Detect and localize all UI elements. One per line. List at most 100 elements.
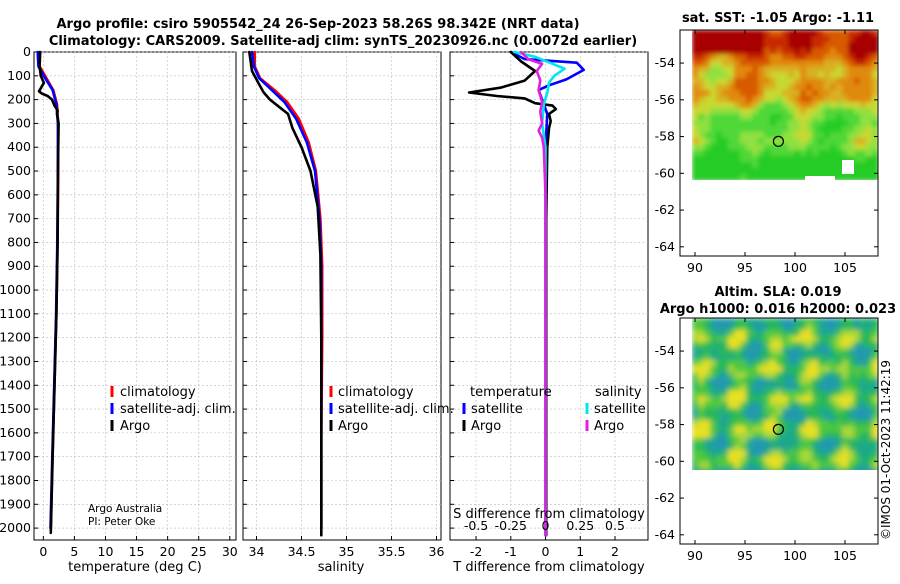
sla-cell bbox=[860, 396, 867, 403]
sla-cell bbox=[800, 438, 807, 445]
sst-cell bbox=[746, 36, 753, 43]
sla-cell bbox=[740, 342, 747, 349]
sst-cell bbox=[746, 162, 753, 169]
sst-cell bbox=[860, 66, 867, 73]
sst-cell bbox=[710, 174, 717, 180]
sst-cell bbox=[794, 102, 801, 109]
sla-cell bbox=[692, 450, 699, 457]
sla-cell bbox=[848, 354, 855, 361]
sla-cell bbox=[824, 366, 831, 373]
sst-cell bbox=[824, 132, 831, 139]
sla-cell bbox=[842, 444, 849, 451]
sst-cell bbox=[860, 138, 867, 145]
sst-cell bbox=[788, 48, 795, 55]
sst-cell bbox=[842, 84, 849, 91]
sst-cell bbox=[872, 120, 878, 127]
sla-cell bbox=[704, 408, 711, 415]
sst-cell bbox=[764, 114, 771, 121]
sla-cell bbox=[806, 438, 813, 445]
sla-cell bbox=[746, 444, 753, 451]
sst-cell bbox=[704, 54, 711, 61]
sla-cell bbox=[818, 444, 825, 451]
sla-cell bbox=[818, 420, 825, 427]
y-tick-label: 1100 bbox=[0, 306, 31, 321]
sla-cell bbox=[692, 462, 699, 469]
sla-cell bbox=[776, 330, 783, 337]
sla-cell bbox=[848, 366, 855, 373]
sla-cell bbox=[710, 318, 717, 325]
sla-cell bbox=[842, 324, 849, 331]
sst-cell bbox=[866, 174, 873, 180]
sla-cell bbox=[806, 444, 813, 451]
sst-cell bbox=[734, 162, 741, 169]
sla-cell bbox=[824, 324, 831, 331]
sla-cell bbox=[818, 390, 825, 397]
sla-cell bbox=[872, 414, 878, 421]
sst-cell bbox=[746, 84, 753, 91]
sla-cell bbox=[794, 336, 801, 343]
sst-cell bbox=[764, 150, 771, 157]
sla-cell bbox=[710, 372, 717, 379]
sst-cell bbox=[812, 120, 819, 127]
sla-cell bbox=[770, 432, 777, 439]
sla-cell bbox=[746, 468, 753, 470]
sla-cell bbox=[806, 414, 813, 421]
sst-cell bbox=[800, 84, 807, 91]
sla-cell bbox=[698, 372, 705, 379]
sla-cell bbox=[842, 468, 849, 470]
sla-cell bbox=[710, 360, 717, 367]
sla-cell bbox=[812, 456, 819, 463]
sst-cell bbox=[692, 120, 699, 127]
sla-cell bbox=[758, 450, 765, 457]
sla-cell bbox=[788, 408, 795, 415]
sla-cell bbox=[842, 426, 849, 433]
sst-cell bbox=[698, 30, 705, 37]
x-tick-label: -2 bbox=[470, 544, 482, 559]
sla-cell bbox=[704, 330, 711, 337]
sst-cell bbox=[752, 42, 759, 49]
sla-cell bbox=[698, 342, 705, 349]
sst-cell bbox=[848, 144, 855, 151]
sst-cell bbox=[866, 102, 873, 109]
sst-cell bbox=[716, 48, 723, 55]
sla-cell bbox=[716, 420, 723, 427]
sla-cell bbox=[836, 360, 843, 367]
sla-cell bbox=[758, 432, 765, 439]
sla-cell bbox=[692, 444, 699, 451]
sla-cell bbox=[710, 432, 717, 439]
sst-cell bbox=[716, 42, 723, 49]
sla-cell bbox=[854, 402, 861, 409]
sst-cell bbox=[800, 72, 807, 79]
sla-cell bbox=[788, 450, 795, 457]
sla-cell bbox=[860, 372, 867, 379]
sla-cell bbox=[812, 330, 819, 337]
sst-cell bbox=[806, 144, 813, 151]
sst-cell bbox=[776, 96, 783, 103]
sst-cell bbox=[842, 174, 849, 180]
sst-cell bbox=[752, 96, 759, 103]
sla-cell bbox=[752, 420, 759, 427]
sla-cell bbox=[842, 450, 849, 457]
sst-cell bbox=[788, 66, 795, 73]
sla-cell bbox=[734, 396, 741, 403]
sst-cell bbox=[728, 60, 735, 67]
sst-cell bbox=[866, 162, 873, 169]
sst-cell bbox=[764, 84, 771, 91]
sla-cell bbox=[812, 414, 819, 421]
sla-cell bbox=[812, 444, 819, 451]
sla-cell bbox=[728, 408, 735, 415]
sst-cell bbox=[806, 60, 813, 67]
sst-cell bbox=[746, 126, 753, 133]
sla-cell bbox=[752, 342, 759, 349]
sst-cell bbox=[806, 30, 813, 37]
sst-map-title: sat. SST: -1.05 Argo: -1.11 bbox=[682, 11, 874, 26]
sst-cell bbox=[830, 162, 837, 169]
sla-cell bbox=[788, 402, 795, 409]
sst-cell bbox=[788, 60, 795, 67]
sst-cell bbox=[794, 84, 801, 91]
sla-cell bbox=[788, 318, 795, 325]
sla-cell bbox=[872, 354, 878, 361]
sla-cell bbox=[842, 456, 849, 463]
sst-cell bbox=[704, 84, 711, 91]
sst-cell bbox=[692, 90, 699, 97]
